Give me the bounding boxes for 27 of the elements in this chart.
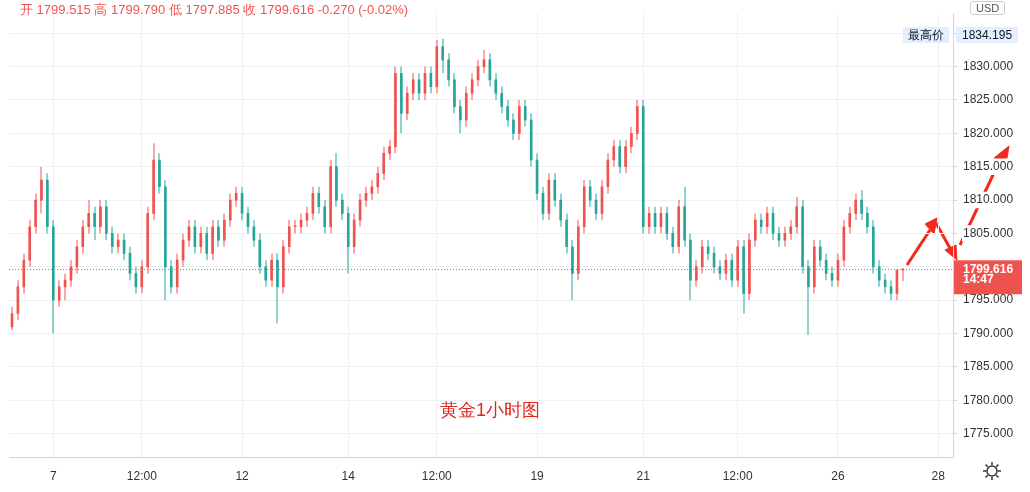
- y-tick-label: 1785.000: [963, 359, 1014, 374]
- y-tick-label: 1775.000: [963, 425, 1014, 440]
- x-tick-label: 12: [235, 468, 250, 483]
- text: 1834.195: [956, 27, 1019, 43]
- y-tick-label: 1820.000: [963, 125, 1014, 140]
- y-tick-label: 1810.000: [963, 192, 1014, 207]
- x-tick-label: 14: [341, 468, 356, 483]
- text: USD: [970, 1, 1006, 15]
- x-tick-label: 26: [831, 468, 845, 483]
- annotation: 最高价: [903, 27, 949, 43]
- x-tick-label: 7: [49, 468, 57, 483]
- y-tick-label: 1805.000: [963, 225, 1014, 240]
- y-tick-label: 1830.000: [963, 58, 1014, 73]
- x-tick-label: 19: [530, 468, 545, 483]
- y-tick-label: 1780.000: [963, 392, 1014, 407]
- x-tick-label: 21: [636, 468, 651, 483]
- x-tick-label: 12:00: [421, 468, 453, 483]
- annotation: 黄金1小时图: [440, 399, 541, 422]
- y-tick-label: 1795.000: [963, 292, 1014, 307]
- y-tick-label: 1815.000: [963, 159, 1014, 174]
- x-tick-label: 12:00: [126, 468, 158, 483]
- x-tick-label: 12:00: [722, 468, 753, 483]
- y-tick-label: 1790.000: [963, 325, 1014, 340]
- y-tick-label: 1825.000: [963, 92, 1014, 107]
- annotation: 开 1799.515 高 1799.790 低 1797.885 收 1799.616 -0.270 (-0.02%): [20, 1, 409, 19]
- text: 14:47: [963, 272, 994, 287]
- x-tick-label: 28: [931, 468, 946, 483]
